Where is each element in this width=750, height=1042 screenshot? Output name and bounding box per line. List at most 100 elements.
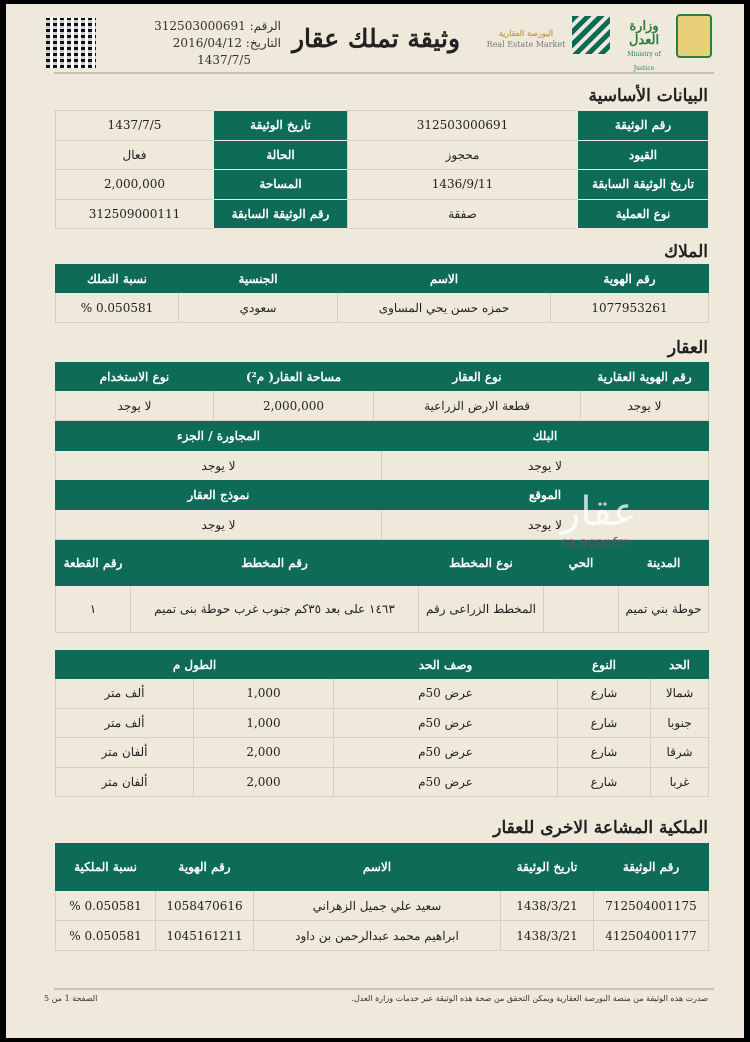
column-header: مساحة العقار( م²) [213, 362, 374, 391]
column-header: نوع العملية [577, 198, 709, 229]
table-cell: 2,000,000 [55, 169, 214, 200]
column-header: نموذج العقار [55, 480, 382, 510]
column-header: النوع [557, 650, 652, 679]
deed-page: الرقم: 312503000691 التاريخ: 2016/04/12 … [6, 4, 744, 1038]
table-cell: 2,000 [193, 766, 335, 797]
moj-text-ar: وزارة العدل [628, 19, 660, 48]
table-row: القيود محجوز الحالة فعال [55, 139, 709, 170]
moj-text-en: Ministry of Justice [627, 51, 661, 72]
property-table: رقم الهوية العقارية نوع العقار مساحة العقا… [55, 362, 709, 421]
logo-text-en: Real Estate Market [486, 40, 566, 49]
table-row: 412504001177 1438/3/21 ابراهيم محمد عبدالر… [55, 920, 709, 951]
date-gregorian: 2016/04/12 [172, 36, 242, 50]
qr-code-icon [46, 18, 96, 68]
table-cell [543, 585, 619, 633]
column-header: الطول م [54, 650, 335, 679]
table-row: لا يوجد لا يوجد [55, 509, 709, 540]
real-estate-market-logo: البورصة العقارية Real Estate Market [486, 28, 566, 50]
table-cell: لا يوجد [55, 509, 382, 540]
watermark-url: sa.aqar.fm [561, 536, 630, 551]
table-cell: 0.050581 % [55, 920, 156, 951]
table-cell: 1077953261 [550, 292, 709, 323]
boundaries-table: الحد النوع وصف الحد الطول م شمالا شارع عرض 50م… [54, 650, 710, 797]
table-row: جنوبا شارع عرض 50م 1,000 ألف متر [54, 707, 710, 738]
table-cell: حوطة بني تميم [618, 585, 709, 633]
table-cell: شارع [557, 707, 652, 738]
table-cell: لا يوجد [55, 390, 214, 421]
table-row: رقم الوثيقة 312503000691 تاريخ الوثيقة 1437… [55, 110, 709, 141]
date-label: التاريخ: [245, 36, 281, 50]
column-header: نسبة الملكية [55, 843, 156, 891]
table-cell: شارع [557, 737, 652, 768]
table-cell: عرض 50م [333, 766, 559, 797]
table-cell: ألفان متر [54, 766, 195, 797]
section-title-property: العقار [667, 338, 708, 358]
table-cell: 0.050581 % [55, 292, 179, 323]
table-cell: لا يوجد [580, 390, 709, 421]
table-cell: 0.050581 % [55, 890, 156, 921]
table-row: 1077953261 حمزه حسن يحي المساوى سعودي 0.050… [55, 292, 709, 323]
section-title-basic: البيانات الأساسية [588, 86, 708, 106]
block-table: البلك المجاورة / الجزء لا يوجد لا يوجد [55, 421, 709, 481]
table-cell: شارع [557, 678, 652, 709]
table-cell: جنوبا [650, 707, 710, 738]
table-cell: 712504001175 [593, 890, 709, 921]
column-header: تاريخ الوثيقة السابقة [577, 169, 709, 200]
column-header: رقم الوثيقة [593, 843, 709, 891]
column-header: البلك [381, 421, 709, 451]
table-cell: 1438/3/21 [500, 890, 594, 921]
location-table: الموقع نموذج العقار لا يوجد لا يوجد [55, 480, 709, 540]
column-header: رقم الهوية العقارية [580, 362, 709, 391]
table-cell: ألف متر [54, 678, 195, 709]
column-header: المساحة [213, 169, 348, 200]
column-header: نوع المخطط [418, 540, 544, 586]
column-header: الحالة [213, 139, 348, 170]
table-cell: عرض 50م [333, 737, 559, 768]
table-cell: محجوز [347, 139, 578, 170]
column-header: رقم الوثيقة [577, 110, 709, 141]
table-cell: ألفان متر [54, 737, 195, 768]
column-header: رقم الهوية [155, 843, 254, 891]
table-row: 712504001175 1438/3/21 سعيد علي جميل الزهر… [55, 890, 709, 921]
column-header: الاسم [337, 264, 551, 293]
table-cell: 1,000 [193, 678, 335, 709]
column-header: القيود [577, 139, 709, 170]
column-header: رقم القطعة [55, 540, 131, 586]
table-cell: 312503000691 [347, 110, 578, 141]
document-number: 312503000691 [154, 19, 246, 33]
column-header: المدينة [618, 540, 709, 586]
page-title: وثيقة تملك عقار [291, 24, 461, 53]
table-cell: 1438/3/21 [500, 920, 594, 951]
table-cell: 2,000 [193, 737, 335, 768]
plan-table: المدينة الحي نوع المخطط رقم المخطط رقم القطع… [55, 540, 709, 633]
column-header: تاريخ الوثيقة [500, 843, 594, 891]
table-header-row: رقم الوثيقة تاريخ الوثيقة الاسم رقم الهوية ن… [55, 843, 709, 891]
watermark: عقار [561, 489, 637, 535]
table-cell: شمالا [650, 678, 710, 709]
column-header: الموقع [381, 480, 709, 510]
document-meta: الرقم: 312503000691 التاريخ: 2016/04/12 … [141, 18, 281, 69]
table-cell: 2,000,000 [213, 390, 374, 421]
date-hijri: 1437/7/5 [197, 53, 251, 67]
column-header: نوع الاستخدام [55, 362, 214, 391]
table-cell: ألف متر [54, 707, 195, 738]
table-header-row: البلك المجاورة / الجزء [55, 421, 709, 451]
column-header: نسبة التملك [55, 264, 179, 293]
table-cell: 1058470616 [155, 890, 254, 921]
column-header: الحد [650, 650, 710, 679]
table-cell: ١ [55, 585, 131, 633]
column-header: تاريخ الوثيقة [213, 110, 348, 141]
table-row: نوع العملية صفقة رقم الوثيقة السابقة 312509… [55, 198, 709, 229]
table-cell: المخطط الزراعى رقم [418, 585, 544, 633]
number-label: الرقم: [249, 19, 281, 33]
column-header: رقم الوثيقة السابقة [213, 198, 348, 229]
column-header: الاسم [253, 843, 501, 891]
table-cell: 412504001177 [593, 920, 709, 951]
table-cell: لا يوجد [55, 450, 382, 481]
divider [54, 72, 714, 74]
shared-ownership-table: رقم الوثيقة تاريخ الوثيقة الاسم رقم الهوية ن… [55, 843, 709, 951]
table-row: لا يوجد قطعة الارض الزراعية 2,000,000 لا يو… [55, 390, 709, 421]
table-row: شمالا شارع عرض 50م 1,000 ألف متر [54, 678, 710, 709]
table-row: شرقا شارع عرض 50م 2,000 ألفان متر [54, 737, 710, 768]
column-header: رقم الهوية [550, 264, 709, 293]
